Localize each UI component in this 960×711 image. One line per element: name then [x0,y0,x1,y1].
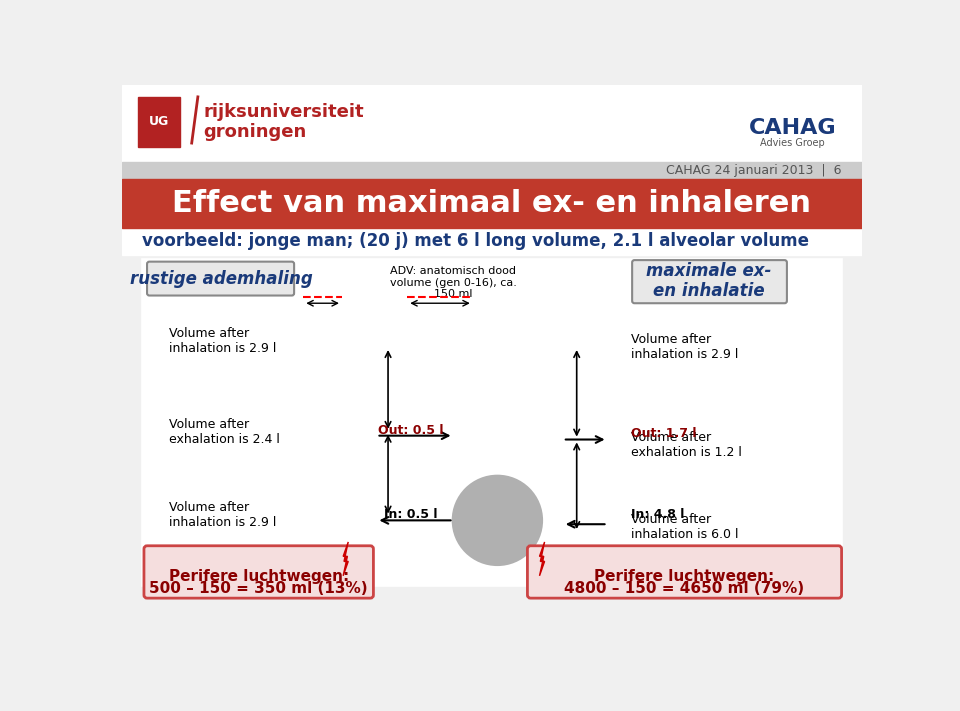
Text: Effect van maximaal ex- en inhaleren: Effect van maximaal ex- en inhaleren [173,188,811,218]
Text: Advies Groep: Advies Groep [760,138,825,148]
Text: Volume after
inhalation is 2.9 l: Volume after inhalation is 2.9 l [169,327,276,355]
Text: Volume after
inhalation is 6.0 l: Volume after inhalation is 6.0 l [631,513,738,540]
Bar [531,512,540,529]
Circle shape [453,476,542,565]
Polygon shape [343,542,348,576]
FancyBboxPatch shape [147,262,294,296]
Bar [123,228,861,255]
Text: rustige ademhaling: rustige ademhaling [130,269,312,287]
Text: ADV: anatomisch dood
volume (gen 0-16), ca.
150 ml: ADV: anatomisch dood volume (gen 0-16), … [390,267,516,299]
Text: maximale ex-
en inhalatie: maximale ex- en inhalatie [646,262,772,300]
Circle shape [486,426,514,454]
Text: Out: 1.7 l: Out: 1.7 l [631,427,696,440]
Circle shape [470,318,529,376]
Text: CAHAG: CAHAG [749,117,836,138]
FancyBboxPatch shape [144,546,373,598]
Bar [138,97,180,147]
Text: Perifere luchtwegen:: Perifere luchtwegen: [594,569,775,584]
Bar [332,427,342,437]
Text: CAHAG 24 januari 2013  |  6: CAHAG 24 januari 2013 | 6 [666,164,842,177]
Polygon shape [540,542,544,576]
Bar [342,288,372,567]
Text: Volume after
inhalation is 2.9 l: Volume after inhalation is 2.9 l [169,501,276,529]
Text: groningen: groningen [204,122,306,141]
Text: In: 4.8 l: In: 4.8 l [631,508,684,521]
Circle shape [300,503,327,530]
Circle shape [282,412,321,451]
Bar [123,179,861,228]
Bar [142,259,842,586]
Bar [332,340,342,354]
Text: voorbeeld: jonge man; (20 j) met 6 l long volume, 2.1 l alveolar volume: voorbeeld: jonge man; (20 j) met 6 l lon… [142,232,808,250]
Text: In: 0.5 l: In: 0.5 l [384,508,438,521]
Bar [123,85,861,162]
Circle shape [271,318,328,376]
Bar [332,513,342,520]
Text: UG: UG [149,115,169,128]
Text: Volume after
inhalation is 2.9 l: Volume after inhalation is 2.9 l [631,333,738,361]
Text: rijksuniversiteit: rijksuniversiteit [204,103,364,122]
Bar [531,340,540,354]
Text: Out: 0.5 l: Out: 0.5 l [378,424,444,437]
Text: 4800 – 150 = 4650 ml (79%): 4800 – 150 = 4650 ml (79%) [564,582,804,597]
Bar [123,162,861,179]
Bar [531,288,562,567]
Text: 500 – 150 = 350 ml (13%): 500 – 150 = 350 ml (13%) [150,582,368,597]
FancyBboxPatch shape [527,546,842,598]
FancyBboxPatch shape [632,260,787,303]
Bar [531,436,540,444]
Text: Perifere luchtwegen:: Perifere luchtwegen: [169,569,348,584]
Text: Volume after
exhalation is 1.2 l: Volume after exhalation is 1.2 l [631,431,741,459]
Text: Volume after
exhalation is 2.4 l: Volume after exhalation is 2.4 l [169,418,279,446]
